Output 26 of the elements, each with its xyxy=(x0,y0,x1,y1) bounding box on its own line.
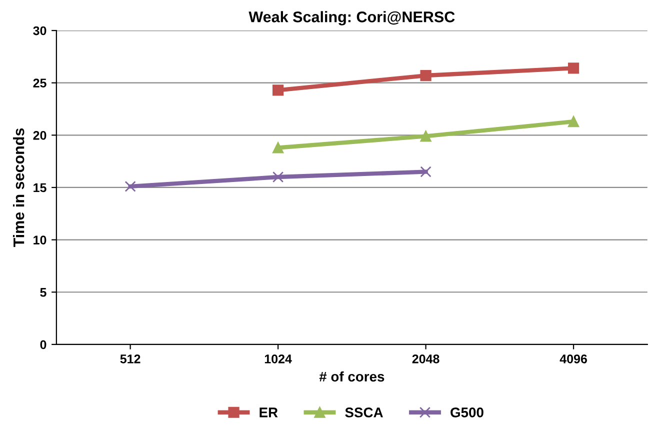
y-tick-label: 20 xyxy=(33,130,46,140)
legend-label: G500 xyxy=(450,408,484,418)
x-tick-label: 4096 xyxy=(560,354,587,364)
point xyxy=(420,166,432,178)
point xyxy=(420,70,432,82)
x-tick-label: 1024 xyxy=(264,354,292,364)
point xyxy=(568,62,580,74)
chart-title: Weak Scaling: Cori@NERSC xyxy=(248,11,455,26)
y-tick-label: 30 xyxy=(33,26,46,36)
legend-label: ER xyxy=(260,408,278,418)
point xyxy=(420,130,432,142)
point xyxy=(272,142,284,154)
point xyxy=(272,84,284,96)
x-axis-title: # of cores xyxy=(319,371,384,382)
y-tick-label: 10 xyxy=(34,236,46,244)
x-tick-label: 2048 xyxy=(412,354,440,364)
y-tick-label: 0 xyxy=(40,340,46,350)
legend-label: SSCA xyxy=(345,408,383,418)
point xyxy=(568,116,580,128)
y-axis-title: Time in seconds xyxy=(13,128,24,248)
y-tick-label: 25 xyxy=(33,78,46,88)
y-tick-label: 15 xyxy=(34,183,46,192)
x-tick-label: 512 xyxy=(120,354,140,364)
y-tick-label: 5 xyxy=(40,288,46,297)
point xyxy=(272,171,284,183)
point xyxy=(124,180,136,192)
